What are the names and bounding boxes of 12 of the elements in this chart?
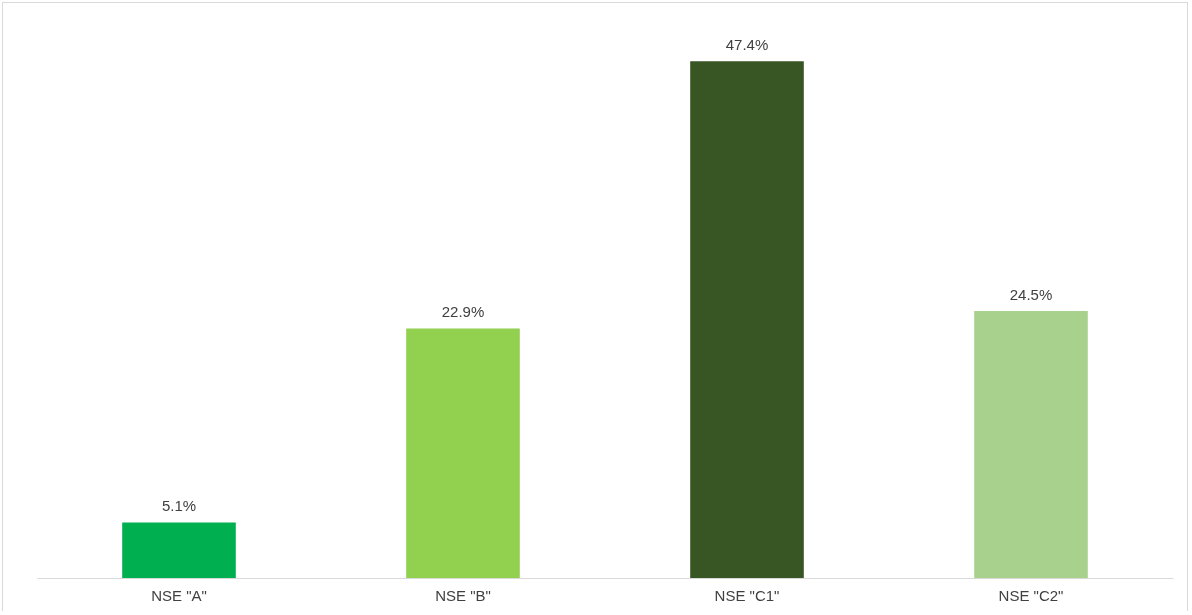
x-tick-label: NSE "C2" [998, 586, 1064, 604]
data-label: 5.1% [161, 497, 197, 515]
x-tick-label: NSE "A" [151, 586, 207, 604]
x-tick-label: NSE "C1" [714, 586, 780, 604]
bar [974, 310, 1088, 578]
x-tick-label: NSE "B" [435, 586, 491, 604]
bar [690, 61, 804, 578]
data-label: 24.5% [1009, 285, 1053, 303]
data-label: 22.9% [441, 303, 485, 321]
bar [122, 522, 236, 578]
bar [406, 328, 520, 578]
data-label: 47.4% [725, 36, 769, 54]
